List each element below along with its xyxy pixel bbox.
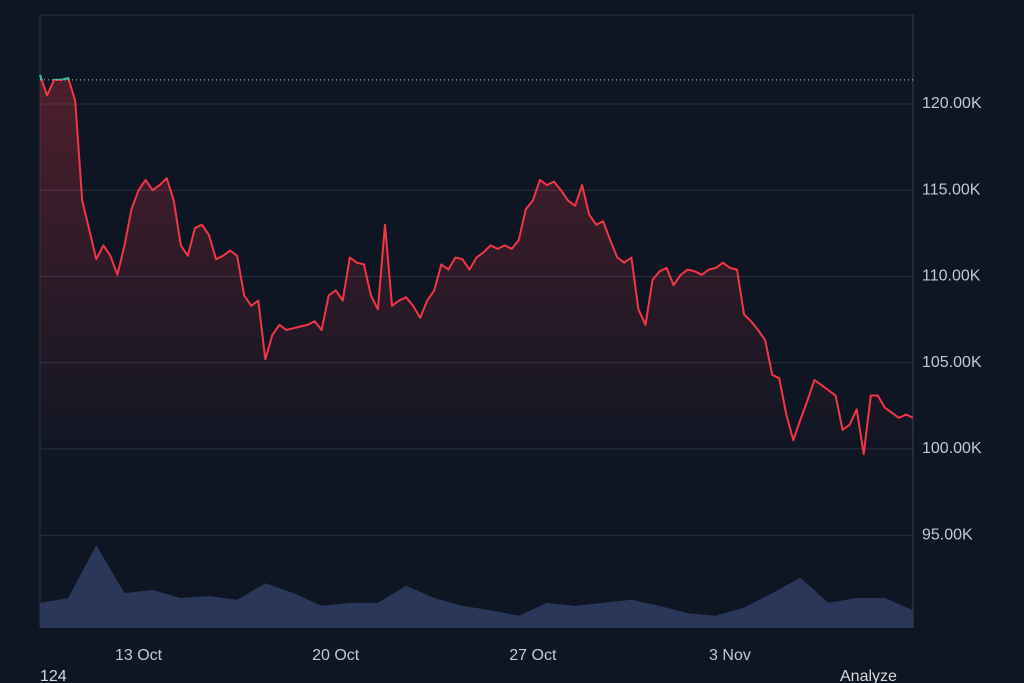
y-tick-label: 110.00K	[922, 268, 981, 285]
y-tick-label: 95.00K	[922, 526, 973, 543]
footer-left: 124	[40, 668, 67, 683]
y-tick-label: 105.00K	[922, 354, 982, 371]
x-tick-label: 13 Oct	[115, 647, 163, 664]
price-line	[39, 74, 914, 456]
x-tick-label: 20 Oct	[312, 647, 360, 664]
y-tick-label: 100.00K	[922, 440, 982, 457]
price-area	[40, 74, 913, 628]
x-tick-label: 3 Nov	[709, 647, 751, 664]
y-tick-label: 120.00K	[922, 95, 982, 112]
y-tick-label: 115.00K	[922, 181, 981, 198]
footer-right[interactable]: Analyze	[840, 668, 897, 683]
x-tick-label: 27 Oct	[509, 647, 557, 664]
